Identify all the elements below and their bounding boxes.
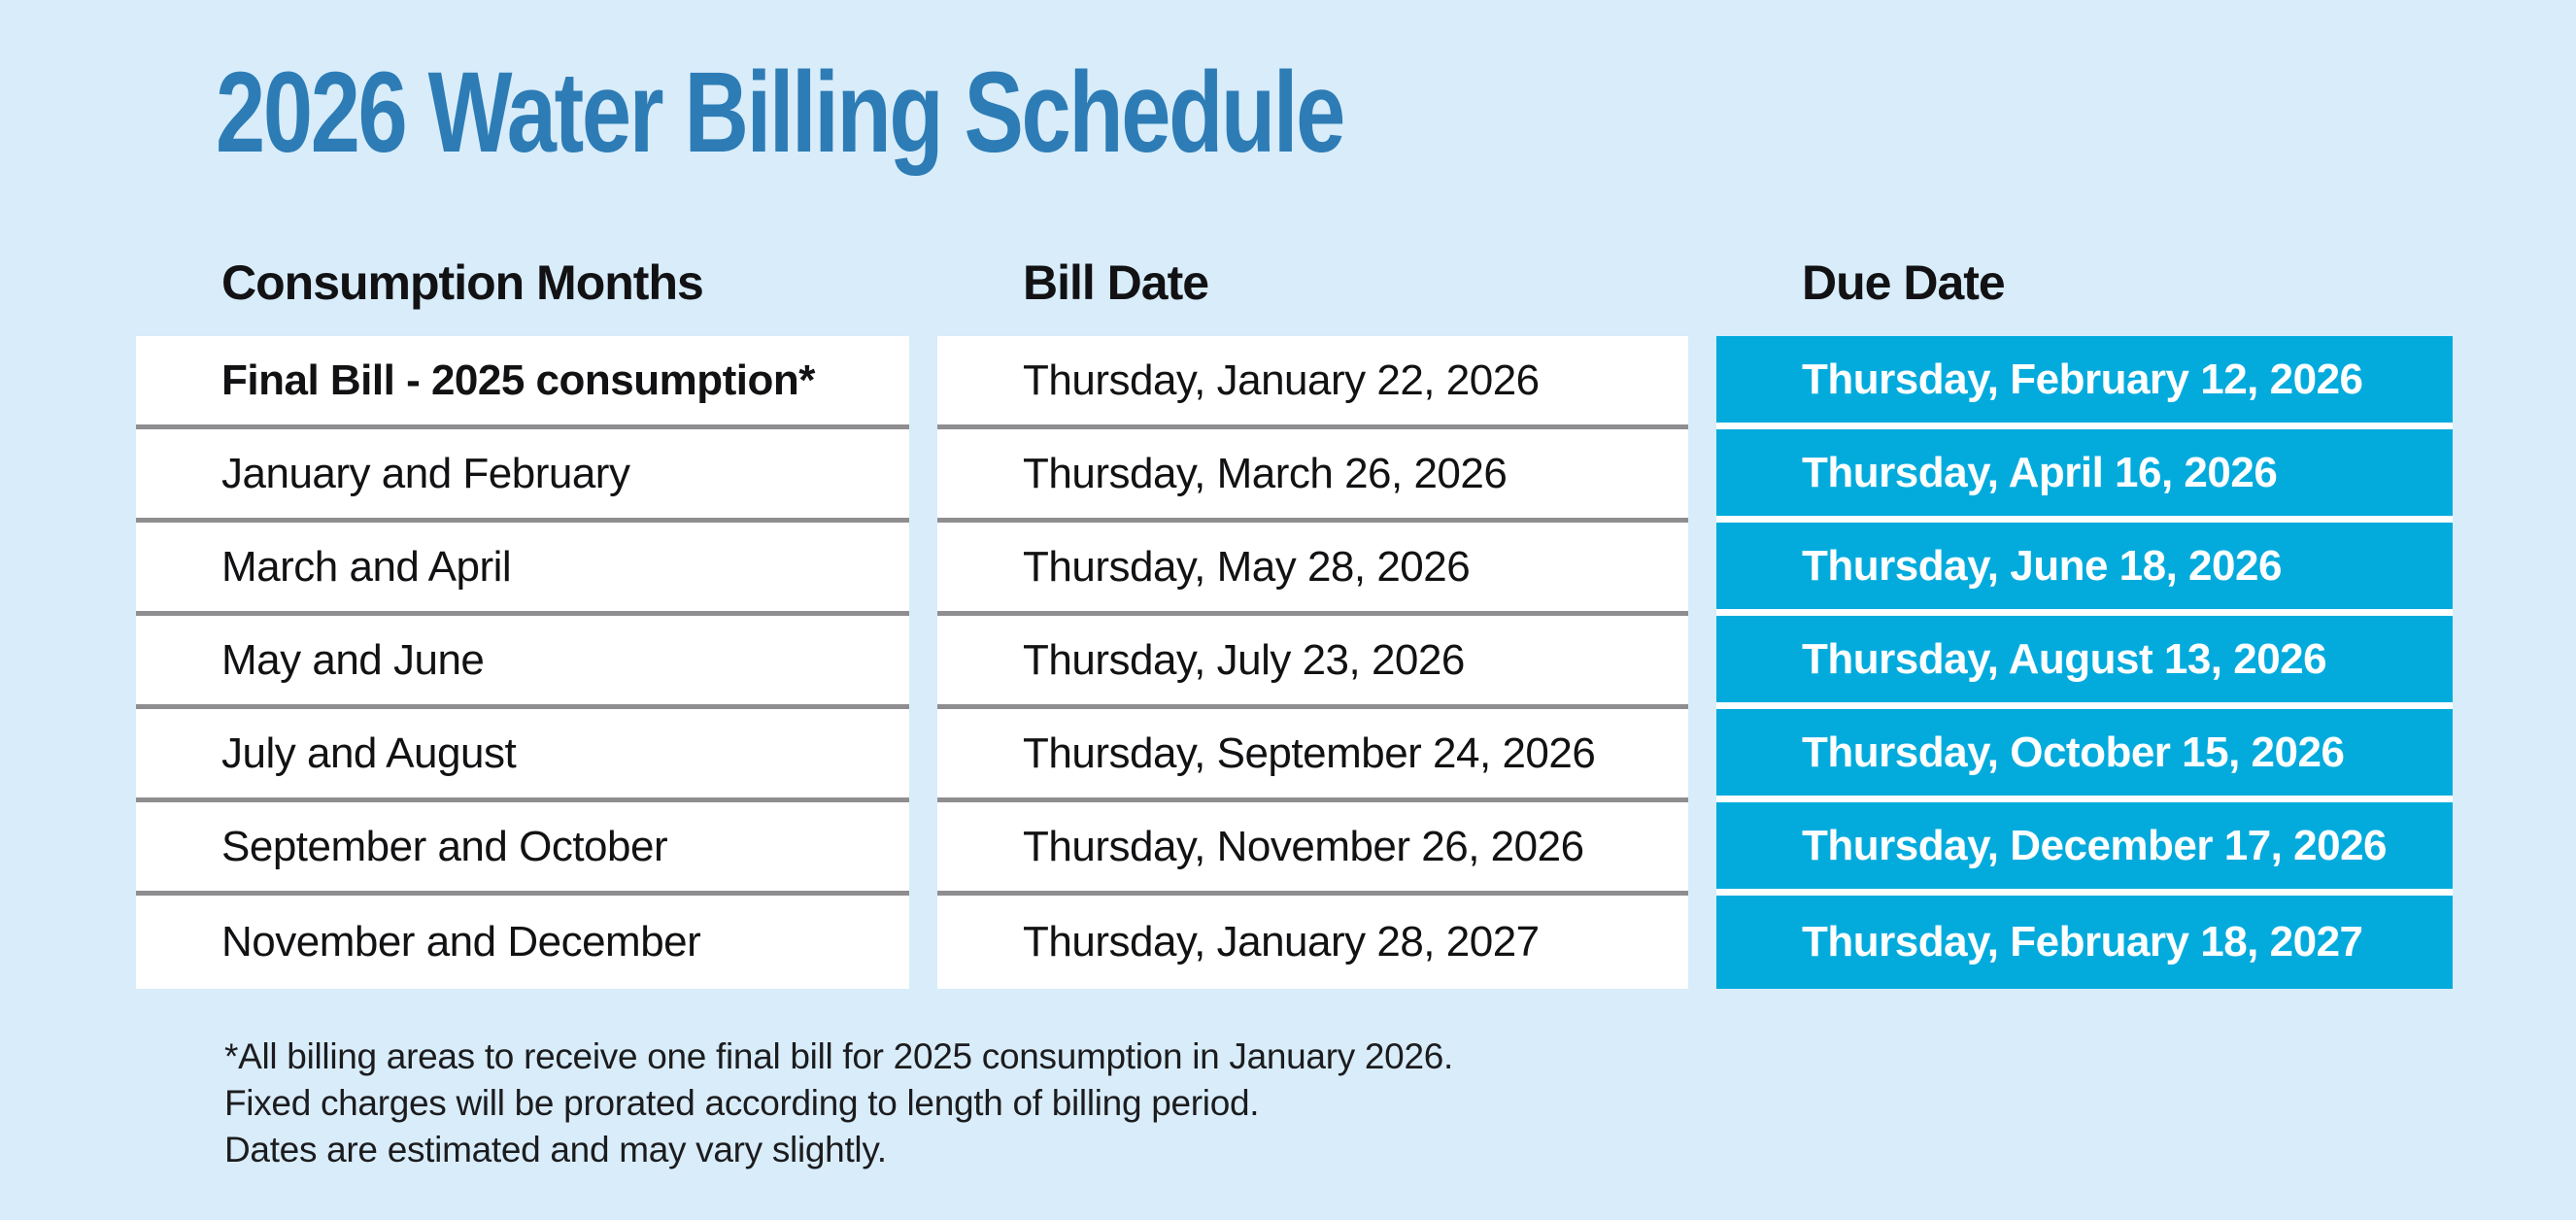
consumption-months-cell: November and December <box>136 896 909 989</box>
column-header-consumption-months: Consumption Months <box>221 255 704 310</box>
due-date-cell: Thursday, December 17, 2026 <box>1716 802 2453 896</box>
footnotes: *All billing areas to receive one final … <box>224 1034 1453 1173</box>
billing-schedule-table: Consumption Months Bill Date Due Date Fi… <box>136 243 2453 989</box>
column-header-due-date: Due Date <box>1802 255 2006 310</box>
due-date-cell: Thursday, October 15, 2026 <box>1716 709 2453 802</box>
due-date-cell: Thursday, February 12, 2026 <box>1716 336 2453 429</box>
due-date-cell: Thursday, August 13, 2026 <box>1716 616 2453 709</box>
consumption-months-cell: July and August <box>136 709 909 802</box>
consumption-months-cell: September and October <box>136 802 909 896</box>
consumption-months-cell: Final Bill - 2025 consumption* <box>136 336 909 429</box>
due-date-cell: Thursday, June 18, 2026 <box>1716 523 2453 616</box>
consumption-months-cell: January and February <box>136 429 909 523</box>
footnote-line: Fixed charges will be prorated according… <box>224 1083 1260 1123</box>
column-header-bill-date: Bill Date <box>1023 255 1209 310</box>
bill-date-cell: Thursday, September 24, 2026 <box>937 709 1688 802</box>
consumption-months-cell: March and April <box>136 523 909 616</box>
page-title: 2026 Water Billing Schedule <box>216 49 1345 177</box>
due-date-cell: Thursday, April 16, 2026 <box>1716 429 2453 523</box>
footnote-line: Dates are estimated and may vary slightl… <box>224 1130 887 1169</box>
consumption-months-cell: May and June <box>136 616 909 709</box>
due-date-cell: Thursday, February 18, 2027 <box>1716 896 2453 989</box>
bill-date-cell: Thursday, January 28, 2027 <box>937 896 1688 989</box>
bill-date-cell: Thursday, May 28, 2026 <box>937 523 1688 616</box>
bill-date-cell: Thursday, July 23, 2026 <box>937 616 1688 709</box>
bill-date-cell: Thursday, November 26, 2026 <box>937 802 1688 896</box>
footnote-line: *All billing areas to receive one final … <box>224 1036 1453 1076</box>
bill-date-cell: Thursday, January 22, 2026 <box>937 336 1688 429</box>
bill-date-cell: Thursday, March 26, 2026 <box>937 429 1688 523</box>
